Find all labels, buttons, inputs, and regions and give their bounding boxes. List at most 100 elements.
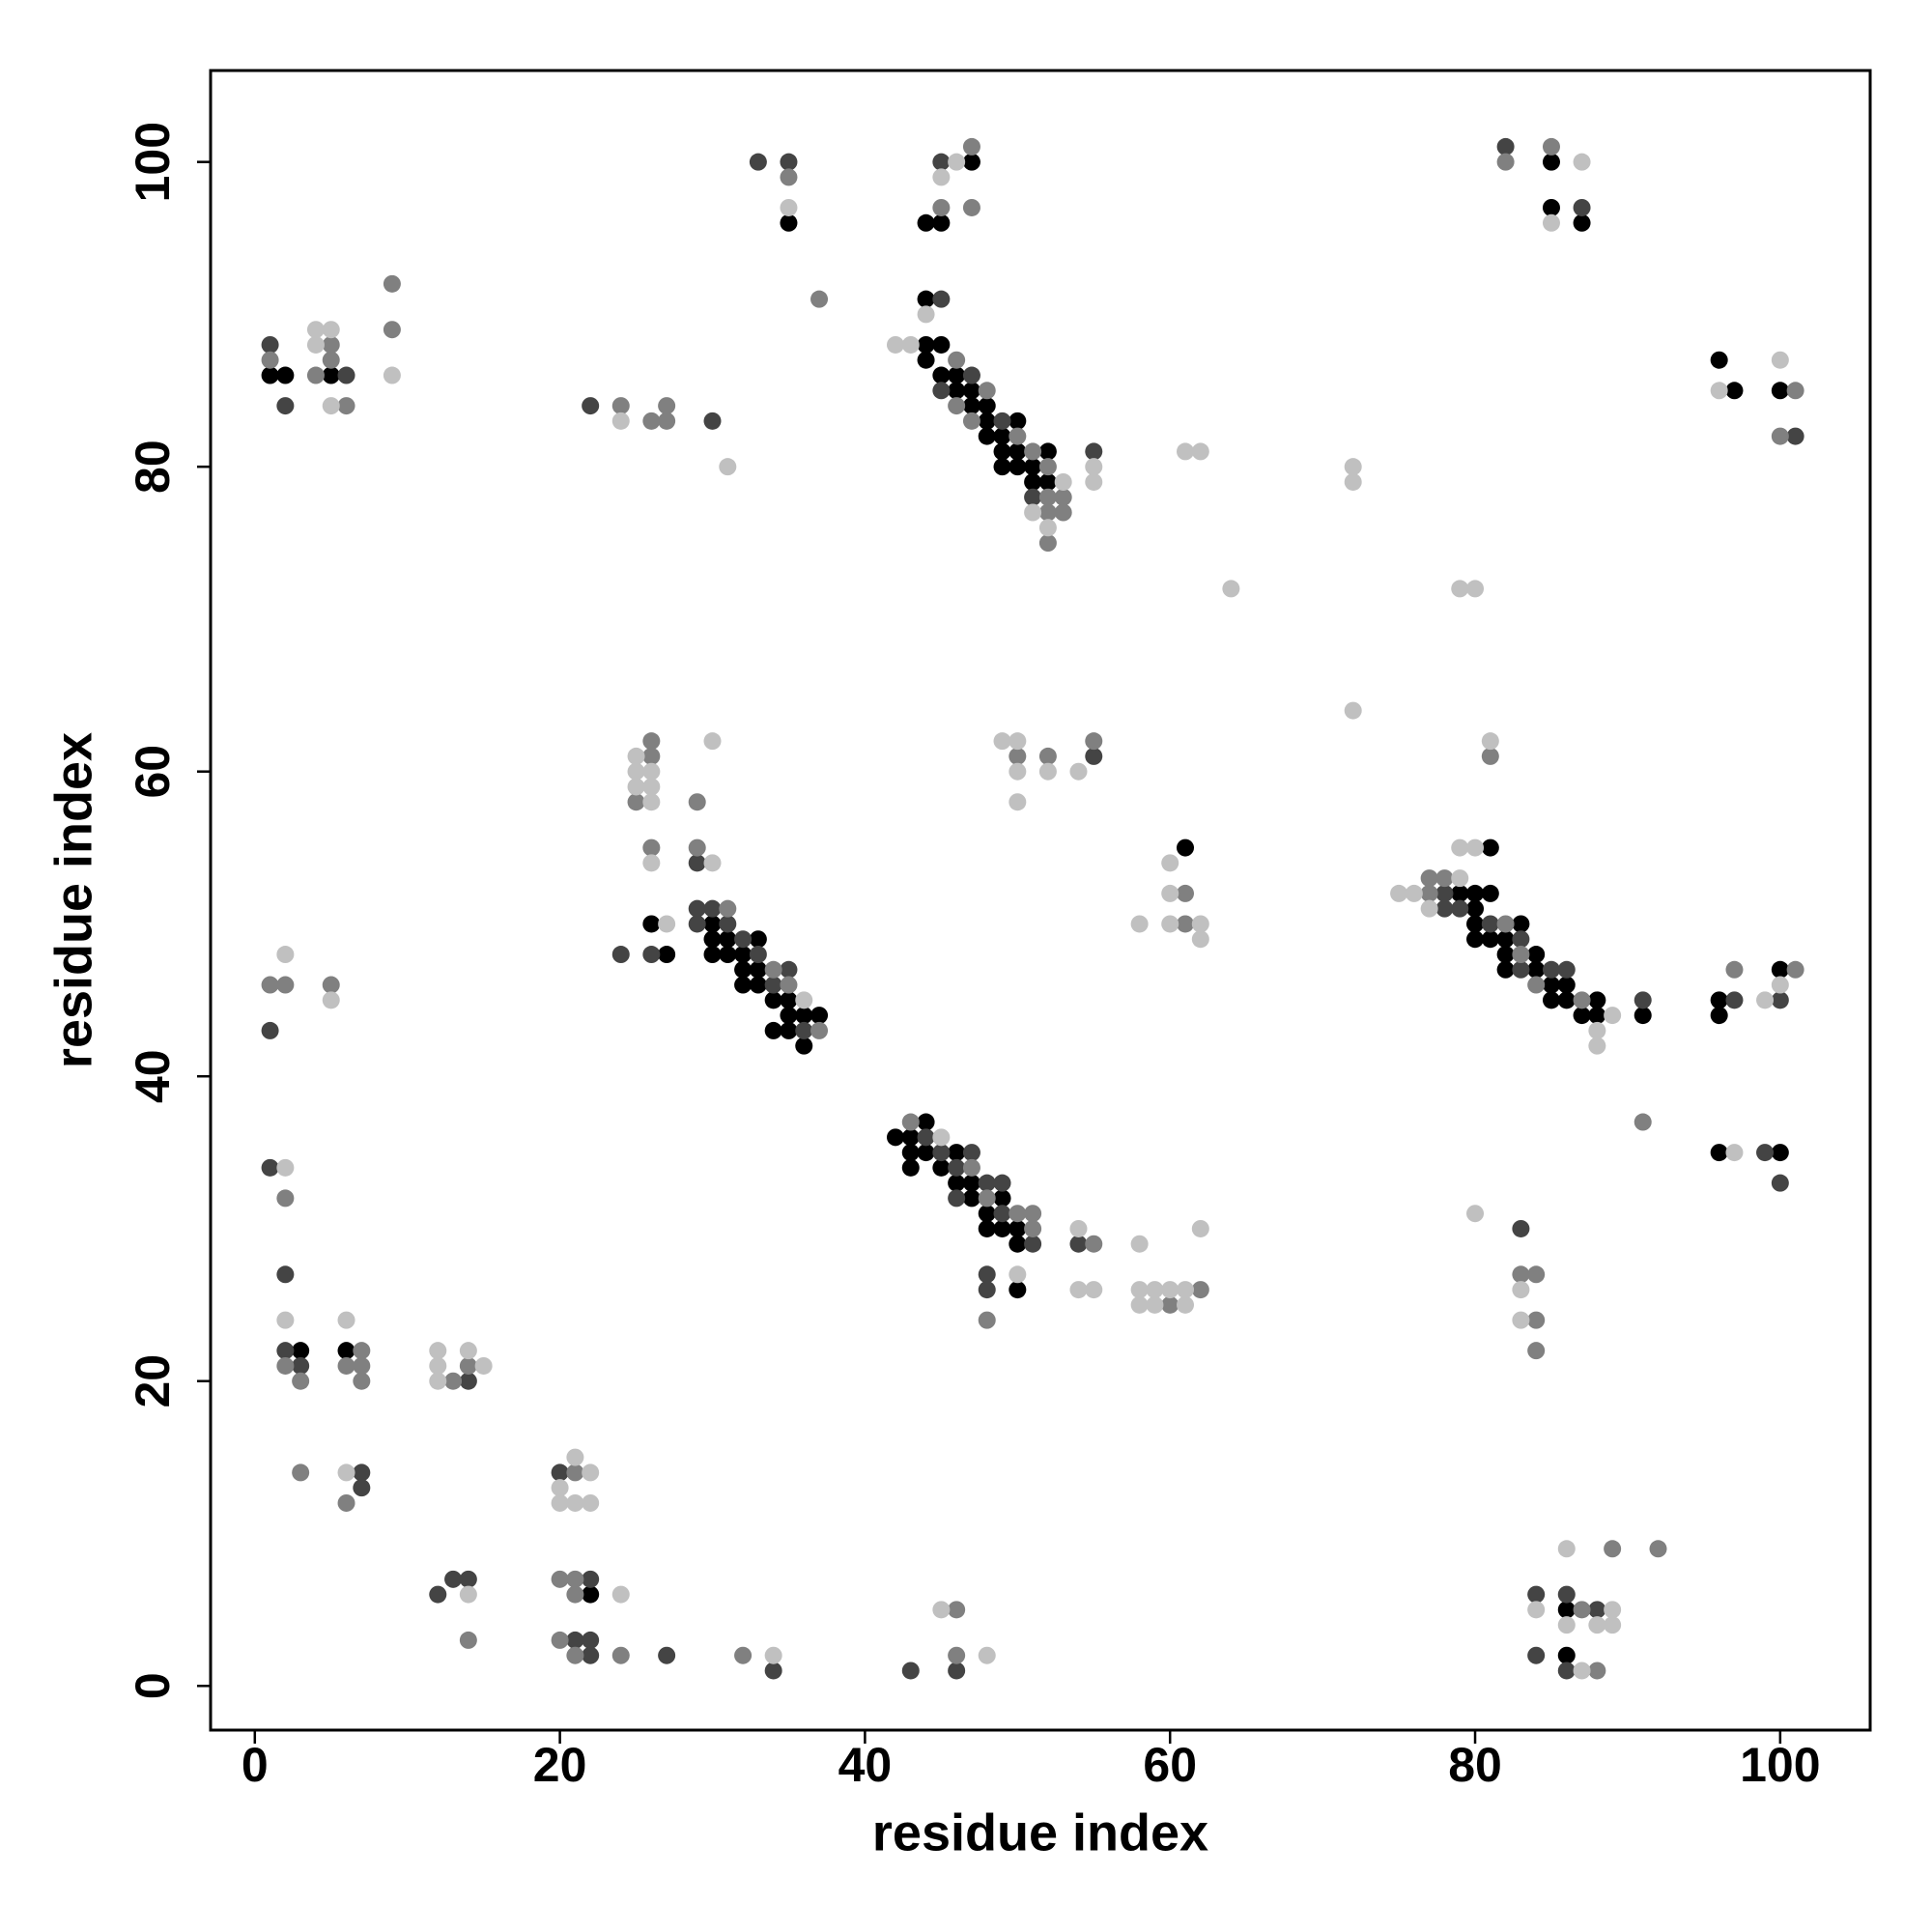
point — [810, 290, 829, 308]
point — [1009, 793, 1027, 811]
point — [1588, 1601, 1606, 1619]
point — [962, 1174, 980, 1192]
point — [1390, 884, 1408, 902]
point — [1710, 1144, 1728, 1162]
point — [917, 351, 935, 369]
point — [658, 1646, 676, 1664]
point — [642, 915, 661, 933]
point — [611, 946, 630, 964]
point — [917, 1113, 935, 1131]
point — [978, 427, 996, 445]
point — [1466, 884, 1485, 902]
point — [582, 1631, 600, 1649]
point — [1161, 884, 1179, 902]
point — [719, 458, 737, 476]
point — [1557, 1646, 1576, 1664]
point — [642, 854, 661, 872]
point — [1771, 976, 1789, 994]
point — [1085, 732, 1103, 751]
point — [1420, 884, 1438, 902]
point — [734, 946, 753, 964]
point — [627, 793, 645, 811]
point — [627, 762, 645, 781]
point — [1496, 915, 1515, 933]
point — [1038, 442, 1057, 461]
point — [459, 1356, 477, 1375]
point — [1024, 442, 1042, 461]
point — [276, 1342, 295, 1360]
point — [1604, 1616, 1622, 1634]
point — [703, 732, 722, 751]
point — [948, 366, 966, 384]
point — [1024, 1235, 1042, 1253]
point — [642, 747, 661, 765]
point — [1435, 899, 1454, 918]
point — [1512, 946, 1530, 964]
x-tick-label: 20 — [533, 1738, 587, 1792]
point — [1009, 1281, 1027, 1299]
point — [1130, 1281, 1149, 1299]
point — [1161, 915, 1179, 933]
point — [795, 991, 813, 1009]
point — [1009, 1235, 1027, 1253]
point — [993, 412, 1011, 430]
point — [1588, 1037, 1606, 1055]
point — [901, 1662, 920, 1680]
point — [1130, 915, 1149, 933]
point — [1512, 915, 1530, 933]
point — [1009, 1219, 1027, 1237]
point — [1710, 351, 1728, 369]
point — [292, 1372, 310, 1390]
point — [1542, 976, 1560, 994]
point — [1527, 1342, 1546, 1360]
point — [276, 1311, 295, 1329]
point — [978, 1311, 996, 1329]
point — [322, 321, 340, 339]
point — [1588, 991, 1606, 1009]
point — [1557, 960, 1576, 979]
point — [1481, 884, 1499, 902]
x-tick-label: 100 — [1740, 1738, 1820, 1792]
point — [948, 1662, 966, 1680]
point — [901, 1144, 920, 1162]
point — [276, 397, 295, 415]
point — [1573, 1007, 1591, 1025]
point — [764, 960, 782, 979]
point — [1130, 1295, 1149, 1314]
point — [764, 991, 782, 1009]
point — [1710, 991, 1728, 1009]
point — [1344, 458, 1362, 476]
point — [1512, 1265, 1530, 1284]
point — [932, 1144, 951, 1162]
point — [566, 1585, 584, 1604]
point — [1527, 1265, 1546, 1284]
point — [337, 366, 355, 384]
point — [932, 290, 951, 308]
point — [1177, 1295, 1195, 1314]
point — [261, 335, 279, 354]
point — [276, 1189, 295, 1208]
point — [1557, 976, 1576, 994]
point — [1756, 991, 1775, 1009]
point — [948, 153, 966, 171]
point — [611, 1585, 630, 1604]
x-tick-label: 80 — [1448, 1738, 1502, 1792]
point — [459, 1631, 477, 1649]
point — [780, 1007, 798, 1025]
point — [978, 382, 996, 400]
point — [688, 899, 706, 918]
point — [749, 930, 767, 949]
point — [978, 397, 996, 415]
point — [1069, 1219, 1088, 1237]
point — [611, 412, 630, 430]
point — [764, 1021, 782, 1039]
point — [1009, 442, 1027, 461]
point — [658, 412, 676, 430]
point — [1588, 1616, 1606, 1634]
point — [658, 946, 676, 964]
point — [993, 458, 1011, 476]
point — [993, 732, 1011, 751]
point — [1771, 1144, 1789, 1162]
point — [1024, 503, 1042, 522]
point — [1527, 1646, 1546, 1664]
